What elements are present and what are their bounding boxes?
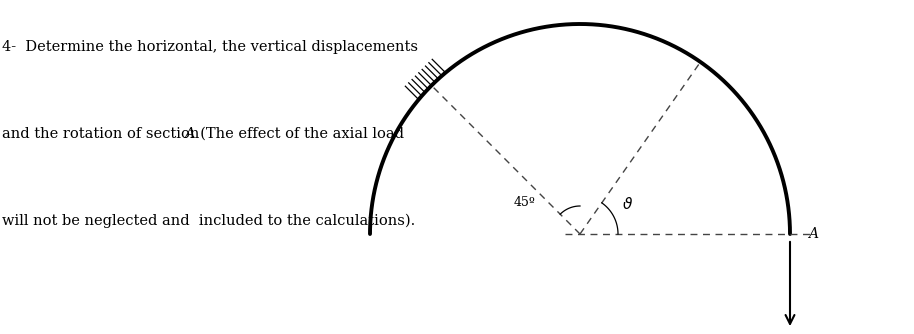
Text: 4-  Determine the horizontal, the vertical displacements: 4- Determine the horizontal, the vertica… bbox=[2, 40, 418, 54]
Text: 45º: 45º bbox=[514, 196, 536, 209]
Text: A: A bbox=[185, 127, 195, 141]
Text: will not be neglected and  included to the calculations).: will not be neglected and included to th… bbox=[2, 214, 415, 228]
Text: . (The effect of the axial load: . (The effect of the axial load bbox=[191, 127, 404, 141]
Text: and the rotation of section: and the rotation of section bbox=[2, 127, 204, 141]
Text: $\vartheta$: $\vartheta$ bbox=[622, 196, 633, 212]
Text: A: A bbox=[808, 227, 818, 241]
